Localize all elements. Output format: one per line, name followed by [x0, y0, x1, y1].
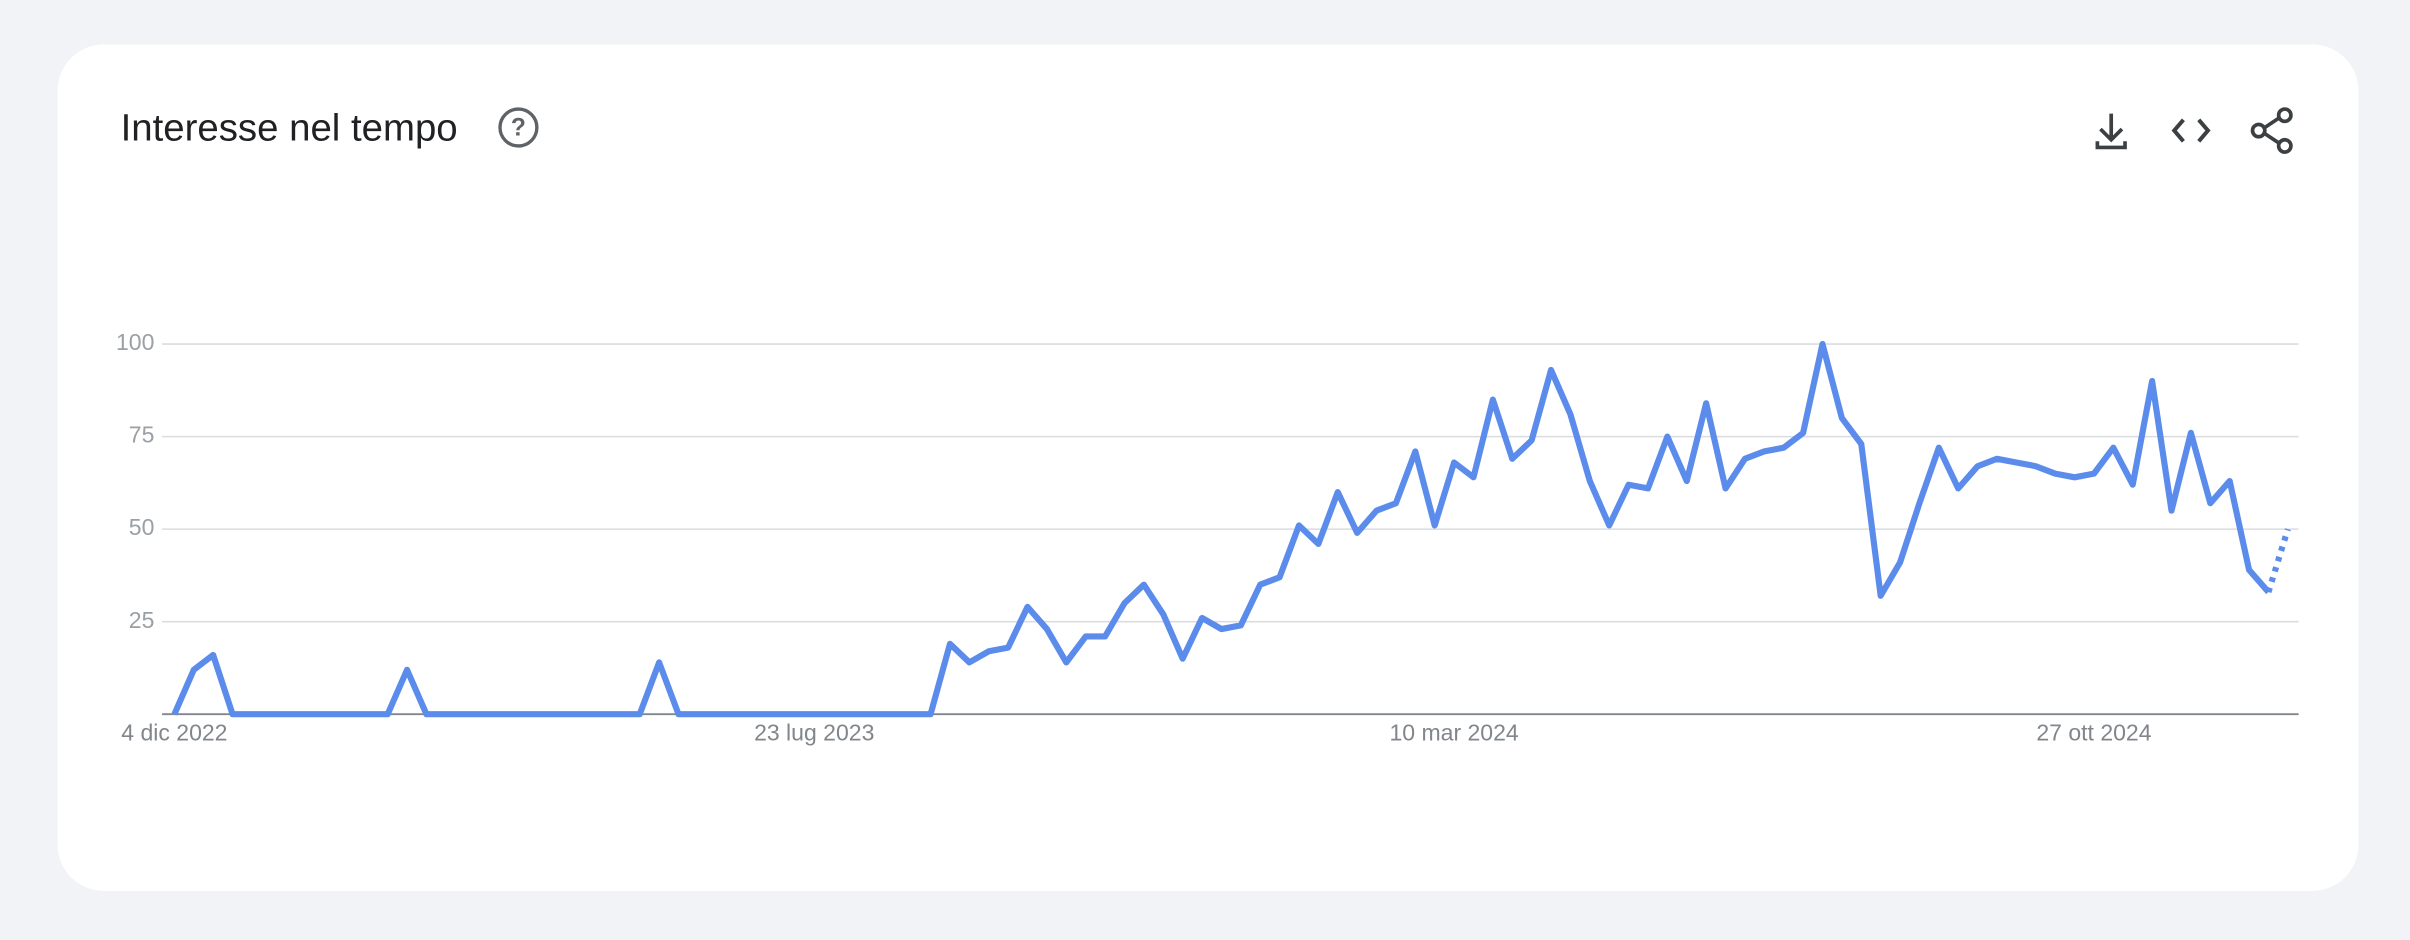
download-icon[interactable] — [2095, 113, 2127, 150]
trend-line-partial — [2265, 528, 2291, 593]
x-tick-label: 23 lug 2023 — [754, 719, 874, 745]
x-tick-label: 4 dic 2022 — [121, 719, 227, 745]
y-tick-label: 75 — [129, 422, 155, 448]
plot-area: 25 50 75 100 4 dic 2022 23 lug 2023 10 mar 202… — [116, 329, 2299, 745]
y-tick-label: 50 — [129, 514, 155, 540]
y-tick-label: 100 — [116, 329, 154, 355]
card — [57, 44, 2359, 891]
card-title: Interesse nel tempo — [121, 107, 458, 150]
y-tick-label: 25 — [129, 607, 155, 633]
help-icon[interactable]: ? — [498, 107, 539, 148]
x-tick-label: 27 ott 2024 — [2036, 719, 2151, 745]
trend-line — [171, 340, 2271, 718]
x-tick-label: 10 mar 2024 — [1389, 719, 1518, 745]
embed-icon[interactable] — [2171, 118, 2211, 143]
share-icon[interactable] — [2250, 107, 2293, 154]
svg-text:?: ? — [511, 115, 526, 142]
